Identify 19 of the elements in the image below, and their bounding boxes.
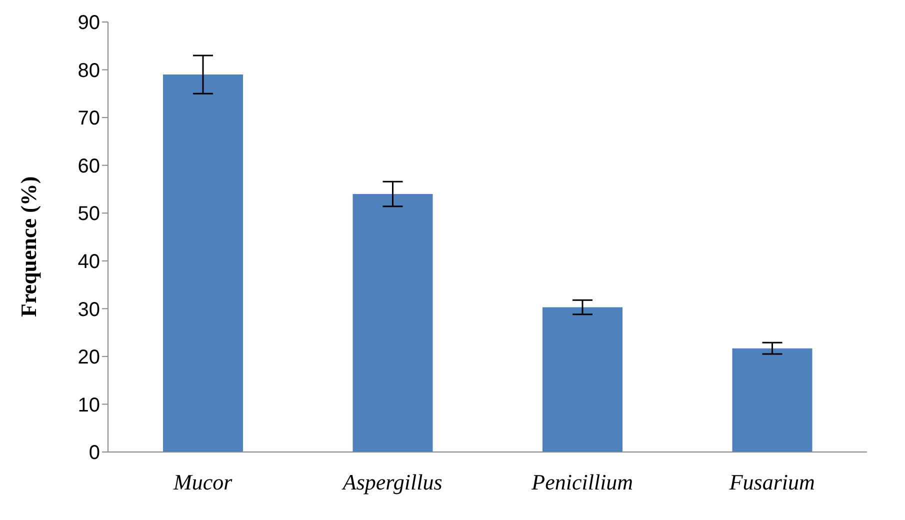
bar	[732, 348, 812, 452]
x-tick-label: Mucor	[172, 470, 233, 495]
x-tick-label: Penicillium	[530, 470, 634, 495]
y-tick-label: 70	[78, 108, 100, 130]
y-tick-label: 0	[88, 442, 100, 464]
y-tick-label: 40	[78, 250, 100, 273]
bar	[163, 74, 243, 452]
bar	[352, 194, 433, 452]
bar	[542, 307, 622, 452]
y-tick-label: 60	[78, 155, 100, 178]
y-axis-title: Frequence (%)	[16, 176, 41, 317]
y-tick-label: 50	[78, 203, 100, 226]
y-tick-label: 20	[78, 346, 100, 369]
x-tick-label: Aspergillus	[340, 470, 442, 495]
y-tick-label: 80	[78, 60, 100, 82]
y-tick-label: 90	[78, 12, 100, 34]
y-tick-label: 10	[78, 394, 100, 416]
y-tick-label: 30	[78, 298, 100, 321]
x-tick-label: Fusarium	[728, 470, 815, 495]
